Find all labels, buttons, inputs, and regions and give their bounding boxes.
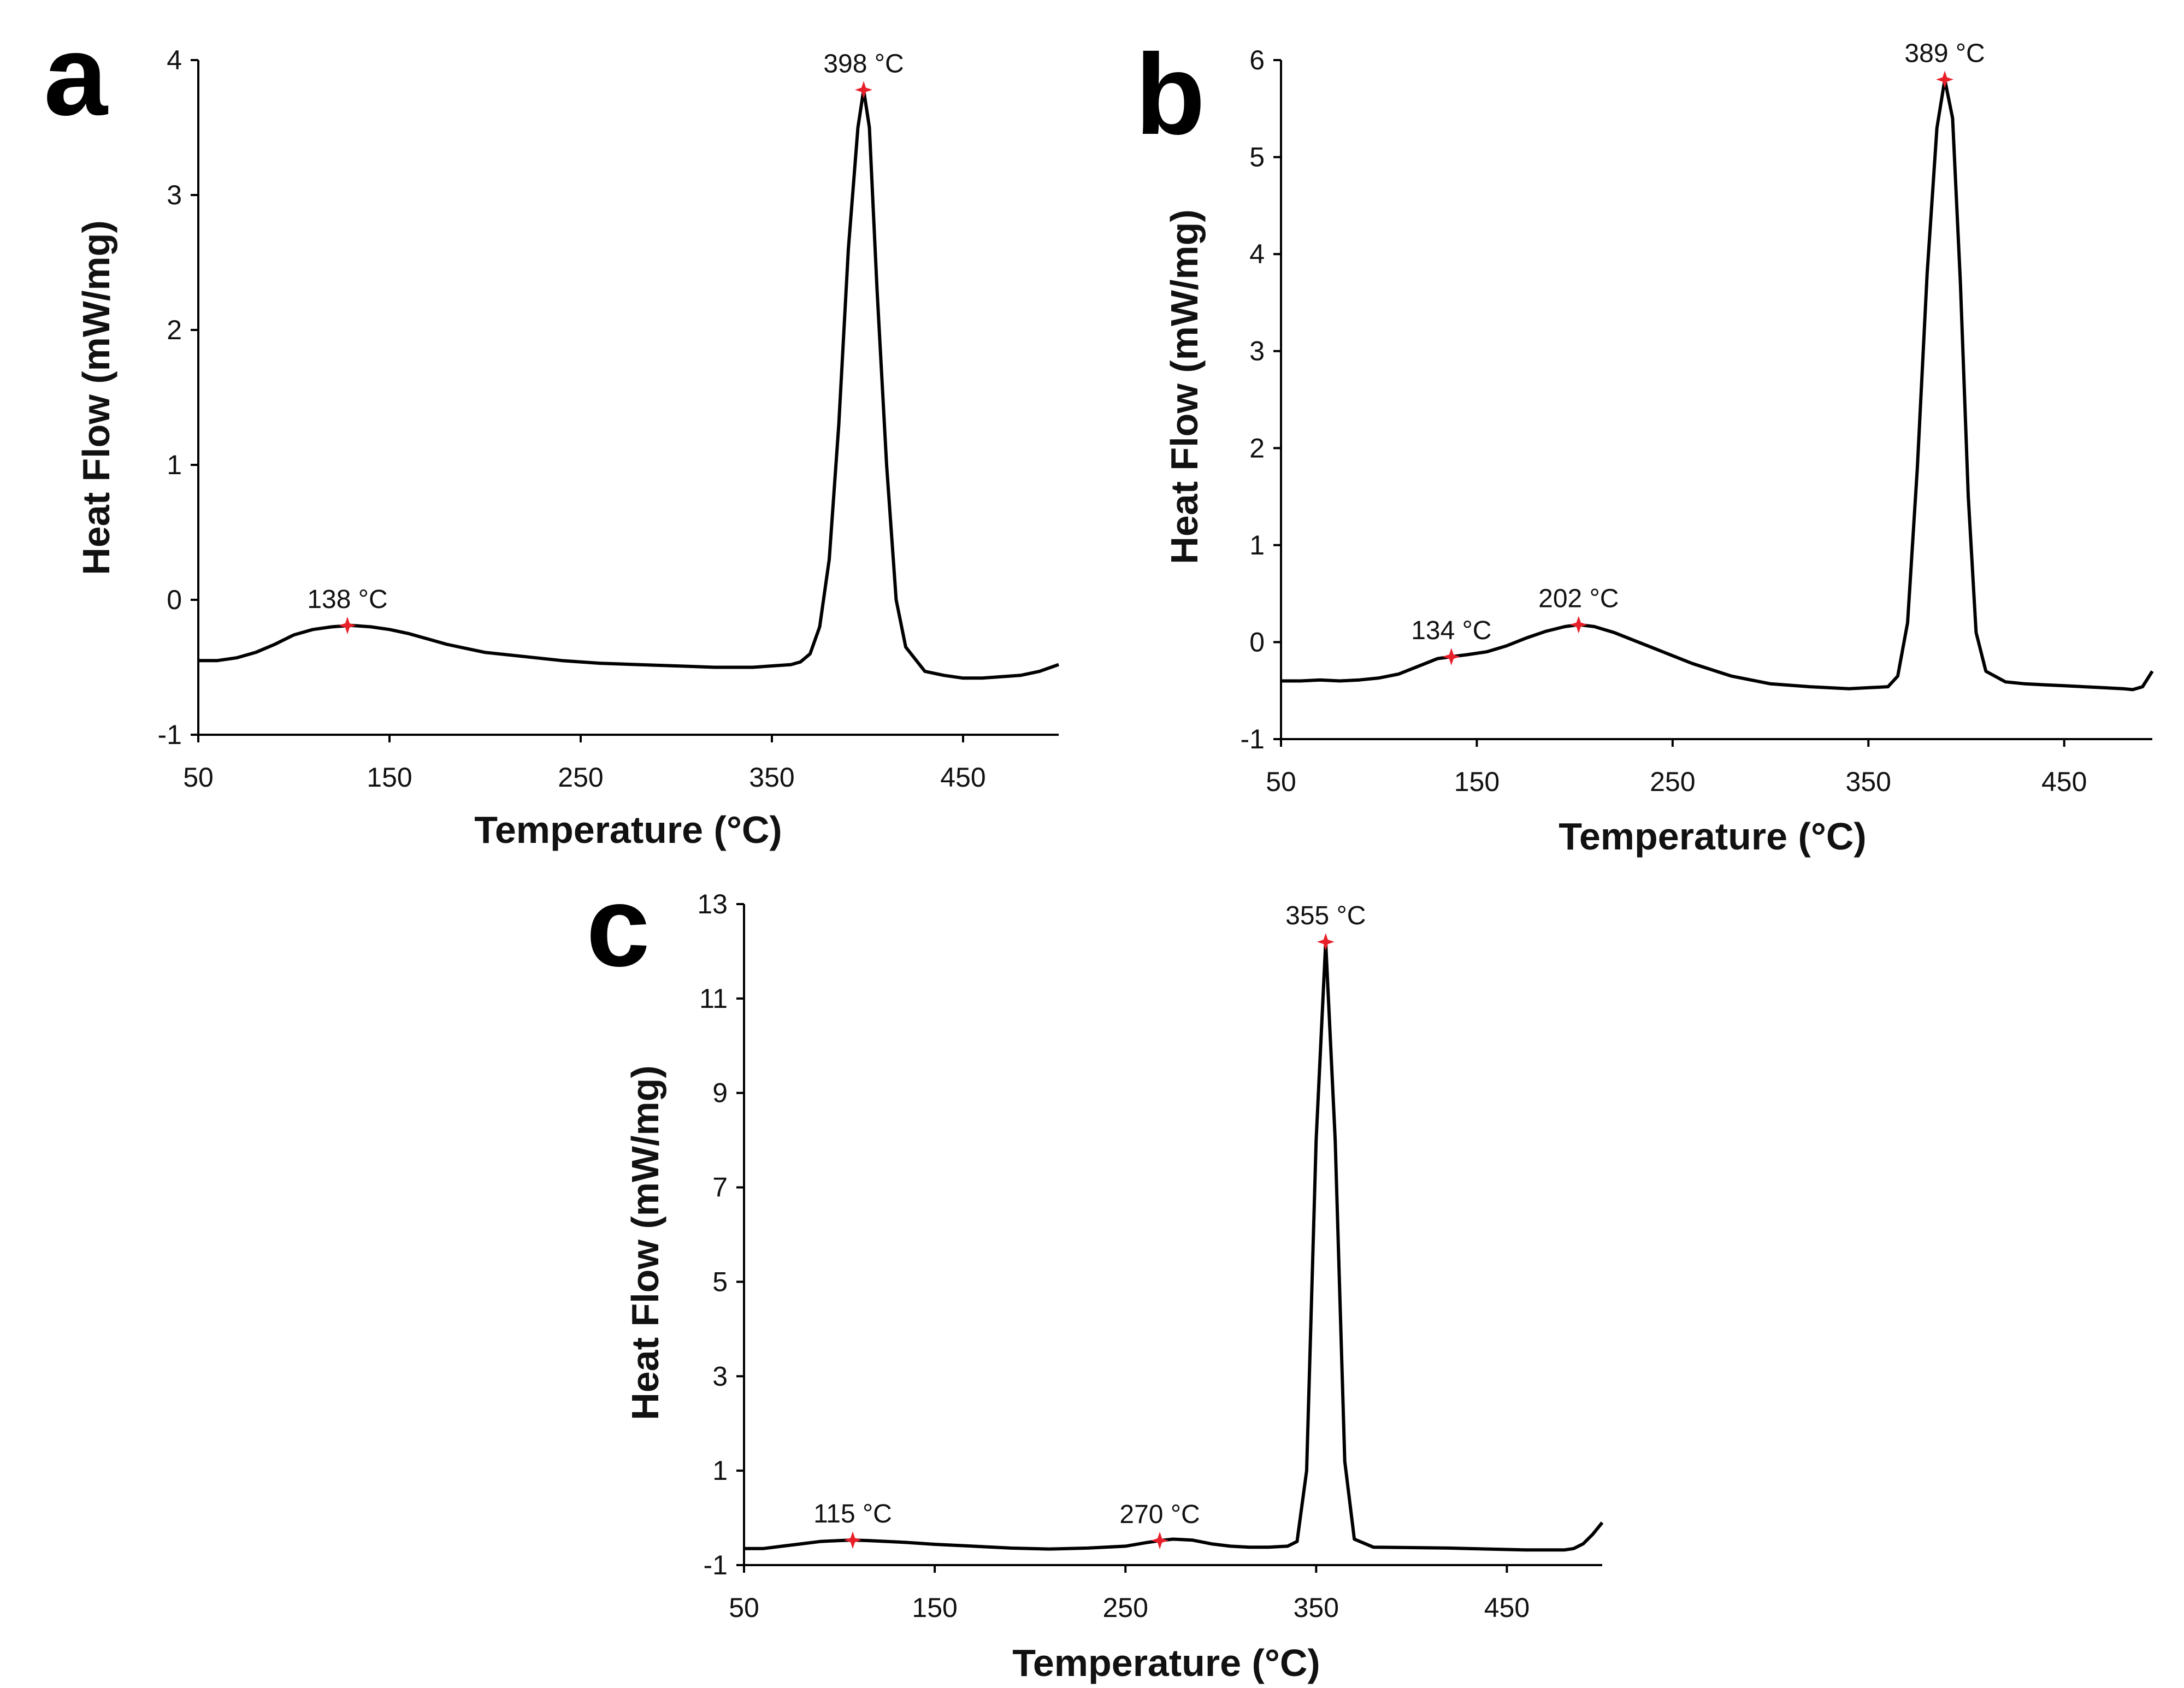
panel-b-x-title: Temperature (°C) <box>1559 815 1866 858</box>
panel-b-y-tick-label: 2 <box>1249 433 1265 463</box>
panel-a-y-tick-label: -1 <box>158 719 182 750</box>
panel-c-peak-label: 355 °C <box>1285 901 1366 930</box>
panel-b-y-tick-label: -1 <box>1241 724 1265 754</box>
panel-a-x-tick-label: 250 <box>558 762 603 793</box>
panel-c-peak-marker <box>843 1531 861 1549</box>
panel-b-peaks: 134 °C 202 °C 389 °C <box>1411 39 1985 666</box>
panel-c-x-tick-label: 450 <box>1484 1592 1530 1623</box>
panel-c-peak-label: 115 °C <box>813 1500 892 1528</box>
panel-b-peak-label: 134 °C <box>1411 616 1491 645</box>
panel-b-y-tick-label: 4 <box>1249 239 1265 269</box>
panel-a-y-tick-label: 0 <box>167 585 182 615</box>
panel-a-y-tick-label: 2 <box>167 315 182 345</box>
panel-c-y-tick-label: 3 <box>712 1361 728 1391</box>
panel-b-y-title: Heat Flow (mW/mg) <box>1163 209 1206 564</box>
panel-a-peak-marker <box>339 616 356 634</box>
panel-a-x-tick-label: 150 <box>367 762 412 793</box>
panel-b-peak-label: 202 °C <box>1538 584 1619 613</box>
panel-b-x-tick-label: 150 <box>1454 766 1500 797</box>
panel-c-x-tick-label: 50 <box>729 1592 759 1623</box>
panel-c-curve <box>744 940 1604 1552</box>
panel-c-x-title: Temperature (°C) <box>1012 1642 1320 1684</box>
panel-c-y-tick-label: 11 <box>699 983 728 1014</box>
panel-c-y-tick-label: 5 <box>712 1266 728 1297</box>
panel-b-peak-label: 389 °C <box>1904 39 1985 68</box>
panel-b-curve <box>1281 78 2154 692</box>
panel-c-x-tick-label: 250 <box>1103 1592 1148 1623</box>
panel-label-b: b <box>1135 30 1205 158</box>
panel-b: b -1 0 1 2 3 4 5 6 50 150 250 350 450 134 °C 202 °C 3… <box>1135 30 2154 858</box>
panel-a-y-tick-label: 3 <box>167 180 182 210</box>
panel-b-peak-marker <box>1442 648 1460 666</box>
panel-b-x-tick-label: 450 <box>2041 766 2087 797</box>
panel-c-y-tick-label: -1 <box>704 1550 728 1580</box>
panel-c-x-tick-label: 350 <box>1294 1592 1339 1623</box>
panel-b-y-ticks: -1 0 1 2 3 4 5 6 <box>1241 45 1281 754</box>
panel-c-y-tick-label: 1 <box>712 1455 728 1486</box>
panel-b-y-tick-label: 5 <box>1249 142 1265 173</box>
panel-a-x-tick-label: 450 <box>940 762 985 793</box>
panel-b-y-tick-label: 6 <box>1249 45 1265 75</box>
panel-a-curve <box>198 88 1059 680</box>
panel-b-x-tick-label: 350 <box>1846 766 1891 797</box>
panel-label-c: c <box>586 862 650 990</box>
panel-b-y-tick-label: 1 <box>1249 530 1265 560</box>
panel-c-y-tick-label: 13 <box>697 889 728 919</box>
panel-b-peak-marker <box>1569 616 1587 634</box>
panel-a-y-tick-label: 4 <box>167 45 182 75</box>
panel-a-y-ticks: -1 0 1 2 3 4 <box>158 45 198 750</box>
panel-c-x-ticks: 50 150 250 350 450 <box>729 1565 1530 1623</box>
panel-a-peak-label: 398 °C <box>823 49 904 78</box>
panel-a-peak-label: 138 °C <box>307 585 387 614</box>
panel-c-peaks: 115 °C 270 °C 355 °C <box>813 901 1366 1550</box>
panel-a-y-title: Heat Flow (mW/mg) <box>75 220 117 575</box>
panel-label-a: a <box>44 11 109 139</box>
panel-c-y-title: Heat Flow (mW/mg) <box>624 1065 666 1420</box>
panel-b-y-tick-label: 0 <box>1249 627 1265 657</box>
panel-b-peak-marker <box>1936 70 1954 88</box>
panel-c-peak-marker <box>1317 933 1335 951</box>
panel-c-x-tick-label: 150 <box>912 1592 957 1623</box>
panel-a-peaks: 138 °C 398 °C <box>307 49 904 634</box>
panel-b-x-tick-label: 250 <box>1650 766 1695 797</box>
panel-a-x-tick-label: 350 <box>749 762 794 793</box>
panel-a-x-tick-label: 50 <box>183 762 214 793</box>
panel-c-peak-marker <box>1151 1532 1169 1550</box>
panel-a-x-title: Temperature (°C) <box>474 808 782 851</box>
panel-b-x-tick-label: 50 <box>1266 766 1296 797</box>
panel-a: a -1 0 1 2 3 4 50 150 250 350 450 138 °C 398 °C Te… <box>44 11 1059 851</box>
panel-b-y-tick-label: 3 <box>1249 336 1265 367</box>
panel-c-peak-label: 270 °C <box>1119 1500 1200 1529</box>
panel-a-peak-marker <box>855 81 872 99</box>
panel-a-x-ticks: 50 150 250 350 450 <box>183 735 986 793</box>
panel-c-y-tick-label: 9 <box>712 1078 728 1108</box>
panel-c-y-tick-label: 7 <box>712 1172 728 1203</box>
panel-a-y-tick-label: 1 <box>167 450 182 480</box>
panel-b-x-ticks: 50 150 250 350 450 <box>1266 739 2087 797</box>
